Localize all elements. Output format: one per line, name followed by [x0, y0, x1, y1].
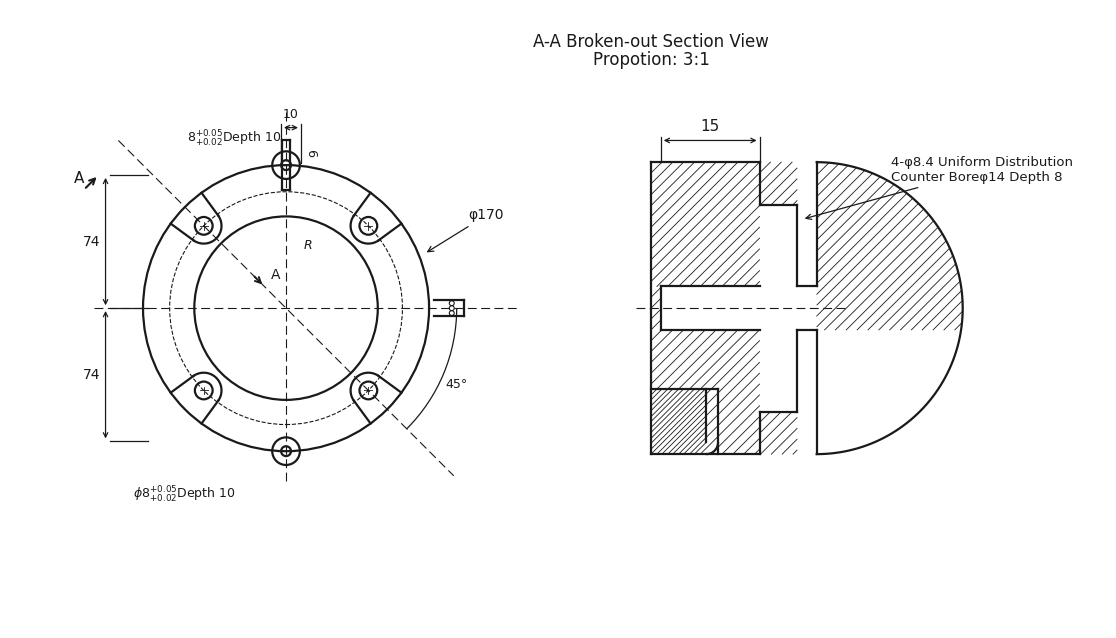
Text: 74: 74 [83, 367, 100, 382]
Text: $8^{+0.05}_{+0.02}$Depth 10: $8^{+0.05}_{+0.02}$Depth 10 [187, 128, 281, 149]
Text: 4-φ8.4 Uniform Distribution
Counter Boreφ14 Depth 8: 4-φ8.4 Uniform Distribution Counter Bore… [806, 156, 1072, 219]
Text: 45°: 45° [445, 378, 468, 391]
Text: A-A Broken-out Section View: A-A Broken-out Section View [533, 33, 769, 51]
Text: A: A [74, 171, 85, 186]
Text: 9: 9 [308, 149, 320, 157]
Text: 74: 74 [83, 235, 100, 249]
Text: Propotion: 3:1: Propotion: 3:1 [593, 50, 710, 68]
Text: R: R [304, 239, 312, 252]
Text: 15: 15 [701, 119, 720, 133]
Text: A: A [271, 267, 281, 281]
Text: $\phi 8^{+0.05}_{+0.02}$Depth 10: $\phi 8^{+0.05}_{+0.02}$Depth 10 [133, 485, 235, 505]
Text: 10: 10 [283, 108, 299, 121]
Text: φ170: φ170 [427, 209, 504, 252]
